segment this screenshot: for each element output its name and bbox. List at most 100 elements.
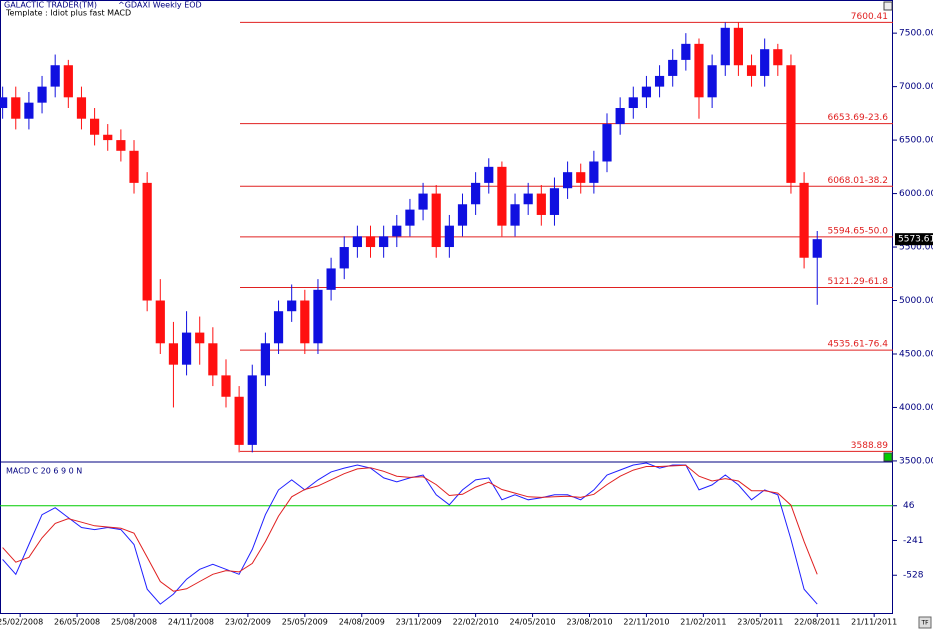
candle-body [497,166,507,226]
x-tick-label: 23/08/2010 [566,618,612,627]
candle-body [773,49,783,66]
candle-body [812,239,822,258]
y-tick-label: 7000.00 [899,82,933,92]
candle-body [602,124,612,162]
candle-body [444,225,454,248]
panel-icon[interactable] [883,452,893,462]
last-price-label: 5573.61 [898,235,933,245]
macd-line [2,464,818,592]
candle-body [720,27,730,66]
candle-body [300,300,310,344]
candle-body [628,97,638,109]
x-tick-label: 22/02/2010 [453,618,499,627]
candle-body [431,193,441,248]
candle-body [313,289,323,344]
candle-body [405,209,415,226]
y-tick-label: 4500.00 [899,349,933,359]
plot-frame [0,0,893,614]
fib-label: 5594.65-50.0 [827,226,888,236]
candle-body [287,300,297,312]
chart-title: GALACTIC TRADER(TM) [4,1,97,10]
candle-body [536,193,546,215]
y-tick-label: 3500.00 [899,456,933,466]
candle-body [195,332,205,344]
candle-body [589,161,599,183]
y-tick-label: 5500.00 [899,243,933,253]
fib-label: 5121.29-61.8 [827,277,888,287]
candle-body [11,97,21,119]
candle-body [339,247,349,269]
candle-body [707,65,717,98]
panel-icon[interactable] [883,1,893,11]
x-tick-label: 25/05/2009 [282,618,328,627]
x-tick-label: 24/08/2009 [339,618,385,627]
candle-body [615,108,625,125]
candle-body [260,343,271,376]
fib-label: 7600.41 [851,12,888,22]
candle-body [392,225,402,237]
y-tick-label: 6500.00 [899,136,933,146]
x-tick-label: 22/11/2010 [623,618,669,627]
x-tick-label: 25/02/2008 [0,618,43,627]
candle-body [549,188,560,215]
x-tick-label: 23/02/2009 [225,618,271,627]
candle-body [221,375,231,397]
x-tick-label: 26/05/2008 [54,618,100,627]
y-tick-label: 46 [903,501,915,511]
candle-body [471,182,481,205]
y-tick-label: 6000.00 [899,189,933,199]
candle-body [37,86,47,103]
candle-body [694,43,704,98]
y-tick-label: 4000.00 [899,403,933,413]
candle-body [379,236,389,248]
candle-body [326,268,336,290]
tf-button[interactable] [918,616,932,629]
candle-body [76,97,87,119]
fib-label: 4535.61-76.4 [827,340,888,350]
candle-body [760,49,770,76]
candle-body [273,311,284,344]
candle-body [155,300,165,344]
x-tick-label: 24/05/2010 [510,618,556,627]
candle-body [247,375,257,445]
macd-title: MACD C 20 6 9 0 N [6,467,82,476]
candle-body [799,182,809,258]
tf-label: TF [920,620,929,627]
x-tick-label: 25/08/2008 [111,618,157,627]
candle-body [50,65,60,87]
x-tick-label: 22/08/2011 [794,618,840,627]
x-tick-label: 23/11/2009 [396,618,442,627]
candle-body [523,193,533,205]
x-tick-label: 24/11/2008 [168,618,214,627]
fib-label: 6653.69-23.6 [827,113,888,123]
candle-body [24,102,34,119]
x-tick-label: 21/02/2011 [680,618,726,627]
chart-subtitle: ^GDAXI Weekly EOD [118,1,202,10]
y-tick-label: -528 [903,571,924,581]
candle-body [90,118,100,135]
candle-body [668,59,678,76]
y-tick-label: -241 [903,536,923,546]
fib-label: 6068.01-38.2 [827,176,888,186]
candle-body [63,65,73,98]
x-tick-label: 21/11/2011 [851,618,897,627]
candle-body [0,97,8,109]
y-tick-label: 5000.00 [899,296,933,306]
candle-body [208,343,218,376]
candle-body [181,332,192,365]
candle-body [103,134,113,141]
candle-body [654,75,665,87]
candle-body [234,396,244,445]
candle-body [484,166,494,183]
candle-body [365,236,376,248]
candle-body [681,43,691,60]
candle-body [733,27,743,66]
candle-body [116,140,126,151]
candle-body [457,204,468,226]
candle-body [746,65,757,76]
template-note: Template : Idiot plus fast MACD [5,9,131,18]
candle-body [510,204,520,226]
x-tick-label: 23/05/2011 [737,618,783,627]
y-tick-label: 7500.00 [899,29,933,39]
